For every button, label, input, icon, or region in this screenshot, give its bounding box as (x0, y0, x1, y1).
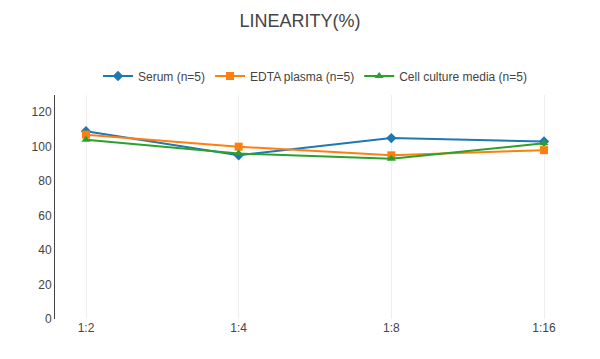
svg-text:40: 40 (38, 243, 52, 257)
svg-text:20: 20 (38, 278, 52, 292)
svg-text:1:2: 1:2 (78, 321, 95, 335)
svg-text:80: 80 (38, 174, 52, 188)
svg-text:1:8: 1:8 (383, 321, 400, 335)
svg-text:120: 120 (32, 105, 52, 119)
svg-text:LINEARITY(%): LINEARITY(%) (239, 11, 360, 31)
svg-text:60: 60 (38, 209, 52, 223)
svg-text:Serum (n=5): Serum (n=5) (138, 70, 205, 84)
svg-text:EDTA plasma (n=5): EDTA plasma (n=5) (250, 70, 354, 84)
svg-text:1:4: 1:4 (230, 321, 247, 335)
svg-text:0: 0 (45, 312, 52, 326)
svg-text:100: 100 (32, 140, 52, 154)
svg-text:Cell culture media (n=5): Cell culture media (n=5) (399, 70, 527, 84)
svg-text:1:16: 1:16 (532, 321, 556, 335)
